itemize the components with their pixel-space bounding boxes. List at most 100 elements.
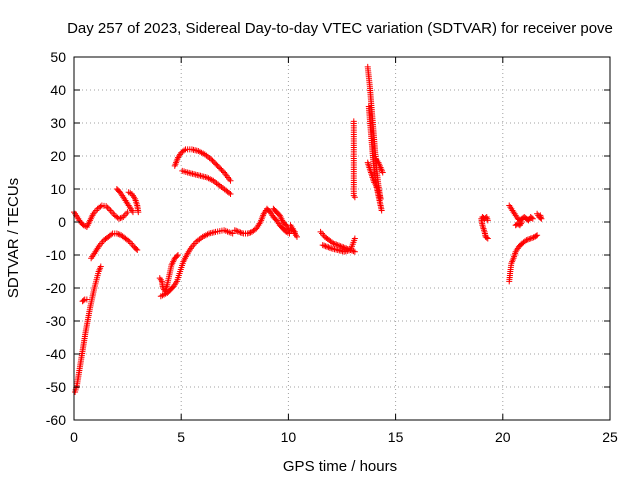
data-point: [529, 215, 536, 222]
data-point: [523, 237, 530, 244]
data-point: [97, 263, 104, 270]
data-point: [209, 157, 216, 164]
series-arc-19: [364, 159, 384, 202]
data-point: [97, 203, 104, 210]
data-point: [181, 147, 188, 154]
y-tick-label: -60: [46, 412, 66, 428]
y-axis-label: SDTVAR / TECUs: [5, 178, 22, 298]
data-point: [325, 244, 332, 251]
x-tick-label: 10: [281, 429, 297, 445]
chart-title: Day 257 of 2023, Sidereal Day-to-day VTE…: [67, 20, 613, 37]
data-point: [113, 230, 120, 237]
data-point: [323, 243, 330, 250]
data-point: [210, 158, 217, 165]
data-point: [229, 230, 236, 237]
data-point: [484, 217, 491, 224]
data-point: [330, 240, 337, 247]
x-tick-label: 0: [70, 429, 78, 445]
y-tick-label: 50: [50, 49, 66, 65]
data-point: [125, 237, 132, 244]
series-arc-6: [125, 189, 142, 216]
data-point: [537, 212, 544, 219]
data-point: [237, 229, 244, 236]
data-points: [71, 63, 545, 395]
y-tick-label: 0: [58, 214, 66, 230]
data-point: [234, 228, 241, 235]
y-tick-label: -40: [46, 346, 66, 362]
x-axis-label: GPS time / hours: [283, 458, 397, 475]
x-tick-label: 20: [495, 429, 511, 445]
y-tick-label: -50: [46, 379, 66, 395]
data-point: [351, 248, 358, 255]
data-point: [116, 215, 123, 222]
data-point: [527, 235, 534, 242]
plot-frame: [73, 56, 611, 421]
data-point: [483, 234, 490, 241]
data-point: [251, 226, 258, 233]
series-arc-11: [231, 205, 293, 237]
data-point: [519, 219, 526, 225]
x-tick-label: 25: [602, 429, 618, 445]
data-point: [227, 177, 234, 184]
data-point: [133, 245, 140, 252]
data-point: [528, 214, 535, 221]
data-point: [215, 164, 222, 171]
data-point: [339, 243, 345, 250]
series-arc-5: [113, 186, 136, 216]
grid-lines: [74, 57, 610, 420]
data-point: [83, 296, 90, 303]
data-point: [106, 206, 113, 213]
y-tick-label: 10: [50, 181, 66, 197]
series-arc-7: [156, 252, 181, 295]
data-point: [244, 230, 251, 237]
data-point: [533, 233, 540, 240]
data-point: [340, 244, 347, 251]
x-tick-label: 5: [177, 429, 185, 445]
data-point: [236, 228, 243, 235]
data-point: [129, 209, 136, 216]
data-point: [534, 232, 541, 239]
series-arc-15: [319, 235, 358, 255]
series-arc-9: [171, 146, 234, 184]
data-point: [246, 230, 253, 236]
data-point: [379, 169, 386, 176]
y-tick-label: 20: [50, 148, 66, 164]
data-point: [319, 242, 326, 249]
series-arc-4: [88, 230, 141, 262]
data-point: [351, 235, 358, 242]
data-point: [350, 248, 357, 255]
series-arc-13: [287, 222, 300, 240]
data-point: [214, 162, 221, 169]
series-arc-1: [71, 202, 131, 230]
data-point: [233, 227, 240, 234]
y-tick-label: 40: [50, 82, 66, 98]
series-arc-8: [157, 227, 236, 300]
y-tick-label: -10: [46, 247, 66, 263]
data-point: [286, 230, 293, 237]
data-point: [103, 203, 110, 210]
y-tick-label: 30: [50, 115, 66, 131]
data-point: [134, 247, 141, 254]
data-point: [213, 161, 220, 168]
data-point: [331, 241, 338, 247]
data-point: [526, 236, 533, 243]
data-point: [219, 168, 226, 175]
series-arc-10: [179, 167, 234, 197]
data-point: [217, 165, 224, 172]
data-point: [208, 156, 215, 163]
data-point: [326, 244, 333, 251]
data-point: [378, 207, 385, 214]
series-arc-23: [506, 232, 541, 285]
data-point: [135, 209, 142, 216]
data-point: [173, 253, 180, 260]
data-point: [351, 194, 358, 201]
data-point: [333, 241, 340, 248]
data-point: [484, 235, 491, 242]
data-point: [124, 209, 131, 216]
data-point: [530, 234, 537, 241]
series-arc-26: [534, 210, 545, 222]
series-arc-16: [350, 118, 358, 201]
y-tick-label: -30: [46, 313, 66, 329]
series-arc-25: [512, 219, 526, 229]
